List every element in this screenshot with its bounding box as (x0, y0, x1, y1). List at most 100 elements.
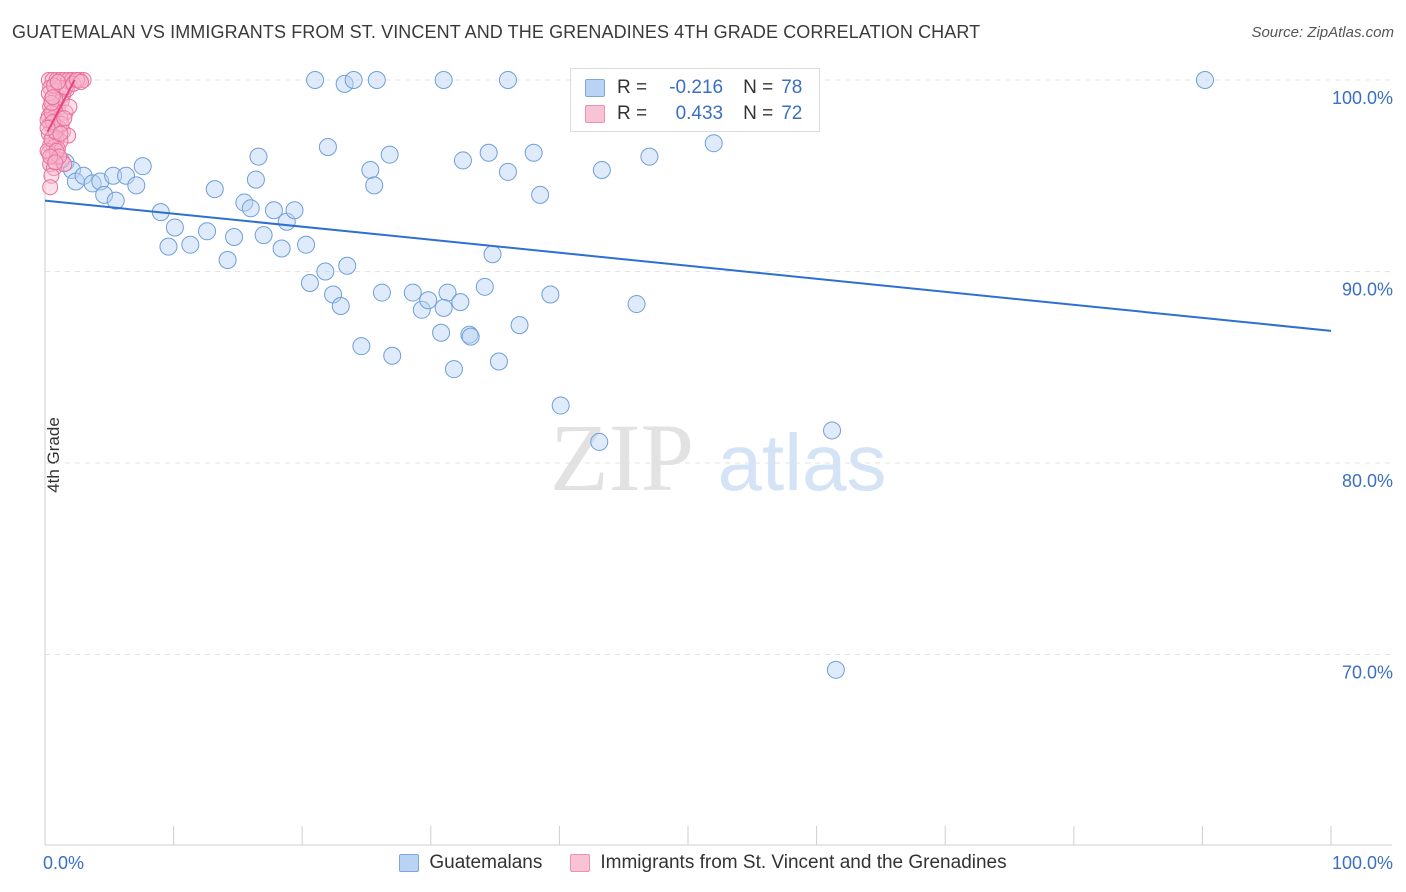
n-value-st-vincent: 72 (781, 103, 803, 124)
data-point-guatemalan (367, 71, 386, 89)
watermark-zip: ZIP (550, 404, 694, 511)
data-point-guatemalan (498, 71, 517, 89)
data-point-guatemalan (432, 323, 451, 342)
axes (44, 72, 1392, 846)
data-point-st-vincent (52, 125, 69, 142)
blue-swatch (585, 79, 605, 97)
data-point-guatemalan (1195, 71, 1214, 89)
data-point-guatemalan (438, 283, 457, 302)
data-point-guatemalan (451, 293, 470, 312)
data-point-guatemalan (510, 316, 529, 335)
data-point-guatemalan (412, 300, 431, 319)
data-point-guatemalan (453, 151, 472, 170)
data-point-guatemalan (205, 180, 224, 199)
series-guatemalans (56, 71, 1214, 679)
y-tick-label: 70.0% (1342, 663, 1393, 683)
data-point-guatemalan (165, 218, 184, 237)
data-point-st-vincent (42, 179, 59, 196)
watermark: ZIP atlas (550, 404, 886, 511)
data-point-guatemalan (272, 239, 291, 258)
data-point-guatemalan (627, 295, 646, 314)
data-point-guatemalan (104, 166, 123, 185)
trend-line-st-vincent (46, 79, 76, 133)
data-point-guatemalan (83, 174, 102, 193)
chart-title: GUATEMALAN VS IMMIGRANTS FROM ST. VINCEN… (12, 22, 981, 42)
stats-legend: R = -0.216 N = 78 R = 0.433 N = 72 (570, 68, 820, 132)
data-point-guatemalan (489, 352, 508, 371)
data-point-guatemalan (297, 235, 316, 254)
r-label: R = (617, 77, 648, 98)
data-point-guatemalan (241, 199, 260, 218)
data-point-guatemalan (498, 162, 517, 181)
data-point-guatemalan (592, 161, 611, 180)
legend-row-guatemalans: R = -0.216 N = 78 (585, 75, 802, 101)
data-point-st-vincent (43, 94, 60, 111)
legend-item-guatemalans[interactable]: Guatemalans (399, 852, 542, 874)
r-value-guatemalans: -0.216 (669, 77, 724, 98)
pink-swatch (585, 105, 605, 123)
series-legend: Guatemalans Immigrants from St. Vincent … (0, 852, 1406, 874)
data-point-guatemalan (434, 71, 453, 89)
data-point-guatemalan (338, 256, 357, 275)
data-point-guatemalan (254, 226, 273, 245)
data-point-guatemalan (372, 283, 391, 302)
data-point-guatemalan (285, 201, 304, 220)
legend-label-st-vincent: Immigrants from St. Vincent and the Gren… (600, 852, 1007, 873)
trend-line-guatemalans (44, 199, 1332, 332)
data-point-guatemalan (479, 143, 498, 162)
r-value-st-vincent: 0.433 (675, 103, 724, 124)
data-point-guatemalan (640, 147, 659, 166)
data-point-guatemalan (352, 337, 371, 356)
data-point-guatemalan (300, 273, 319, 292)
data-point-guatemalan (133, 157, 152, 176)
data-point-guatemalan (95, 185, 114, 204)
data-point-guatemalan (218, 251, 237, 270)
trend-lines (44, 79, 1332, 332)
blue-swatch (399, 854, 420, 872)
data-point-guatemalan (365, 176, 384, 195)
data-point-guatemalan (444, 360, 463, 379)
data-point-guatemalan (361, 161, 380, 180)
data-point-guatemalan (826, 660, 845, 679)
x-tick-label: 100.0% (1332, 853, 1393, 873)
data-point-guatemalan (127, 176, 146, 195)
data-point-guatemalan (541, 285, 560, 304)
pink-swatch (570, 854, 591, 872)
data-point-guatemalan (823, 421, 842, 440)
data-point-guatemalan (246, 170, 265, 189)
x-tick-label: 0.0% (43, 853, 84, 873)
data-point-guatemalan (225, 228, 244, 247)
data-point-st-vincent (44, 89, 61, 106)
legend-item-st-vincent[interactable]: Immigrants from St. Vincent and the Gren… (570, 852, 1007, 874)
data-point-guatemalan (434, 298, 453, 317)
n-label: N = (743, 103, 774, 124)
data-point-guatemalan (483, 245, 502, 264)
data-point-guatemalan (264, 201, 283, 220)
y-tick-label: 90.0% (1342, 280, 1393, 300)
n-label: N = (743, 77, 774, 98)
r-label: R = (617, 103, 648, 124)
data-point-guatemalan (590, 432, 609, 451)
data-point-guatemalan (249, 147, 268, 166)
data-point-guatemalan (316, 262, 335, 281)
data-point-guatemalan (181, 235, 200, 254)
legend-row-st-vincent: R = 0.433 N = 72 (585, 101, 802, 127)
legend-label-guatemalans: Guatemalans (429, 852, 543, 873)
data-point-guatemalan (475, 277, 494, 296)
data-point-guatemalan (335, 74, 354, 93)
watermark-atlas: atlas (718, 418, 887, 507)
y-tick-label: 100.0% (1332, 88, 1393, 108)
data-point-st-vincent (49, 73, 66, 90)
data-point-guatemalan (159, 237, 178, 256)
data-point-guatemalan (318, 138, 337, 157)
data-point-guatemalan (524, 143, 543, 162)
data-point-guatemalan (344, 71, 363, 89)
data-point-st-vincent (73, 73, 90, 90)
data-point-guatemalan (704, 134, 723, 153)
data-point-guatemalan (531, 185, 550, 204)
n-value-guatemalans: 78 (781, 77, 803, 98)
gridlines (45, 79, 1392, 655)
data-point-st-vincent (47, 154, 64, 171)
data-point-guatemalan (306, 71, 325, 89)
